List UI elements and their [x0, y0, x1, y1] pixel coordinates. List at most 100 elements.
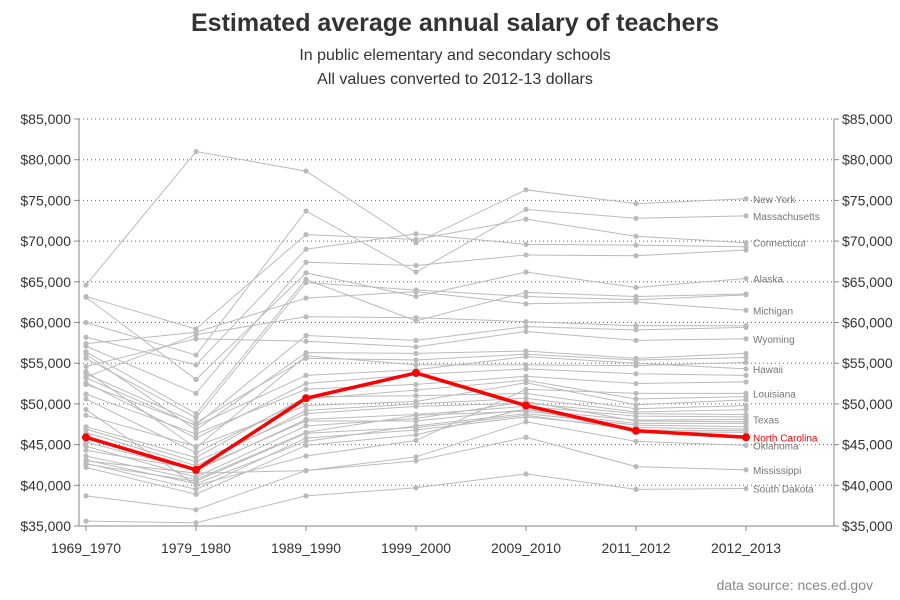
- series-point: [413, 344, 419, 350]
- series-end-label: Oklahoma: [753, 441, 799, 452]
- series-point: [83, 282, 89, 288]
- series-point: [83, 363, 89, 370]
- x-tick-label: 1999_2000: [381, 540, 451, 556]
- series-point: [303, 430, 309, 436]
- series-point: [743, 397, 749, 403]
- y-tick-label-right: $55,000: [842, 355, 893, 371]
- series-point: [633, 337, 639, 344]
- series-end-label: Texas: [753, 415, 779, 426]
- series-point: [523, 471, 529, 477]
- series-point: [633, 413, 639, 419]
- series-point: [83, 518, 89, 524]
- series-point: [523, 328, 529, 335]
- y-tick-label-right: $65,000: [842, 274, 893, 290]
- series-point: [193, 352, 199, 358]
- series-point: [523, 362, 529, 368]
- series-point: [743, 247, 749, 253]
- series-end-label: Wyoming: [753, 335, 795, 346]
- chart-subtitle-line-2: All values converted to 2012-13 dollars: [317, 71, 593, 88]
- series-point: [303, 280, 309, 286]
- series-point: [303, 246, 309, 252]
- x-tick-label: 1969_1970: [51, 540, 121, 556]
- y-tick-label-right: $60,000: [842, 315, 893, 331]
- series-point: [303, 386, 309, 392]
- y-tick-label-left: $85,000: [20, 111, 71, 127]
- series-point: [193, 336, 199, 342]
- x-tick-label: 1989_1990: [271, 540, 341, 556]
- chart-subtitle-line-1: In public elementary and secondary schoo…: [299, 47, 610, 64]
- series-point: [193, 376, 199, 383]
- series-point: [83, 391, 89, 397]
- series-point: [523, 434, 529, 440]
- series-point: [303, 468, 309, 474]
- series-point: [743, 485, 749, 492]
- series-point: [413, 357, 419, 363]
- y-tick-label-right: $85,000: [842, 111, 893, 127]
- series-point: [303, 231, 309, 238]
- series-point: [83, 493, 89, 499]
- series-point: [743, 467, 749, 473]
- series-point: [413, 381, 419, 387]
- highlight-point: [522, 401, 530, 410]
- series-point: [413, 262, 419, 269]
- y-tick-label-right: $45,000: [842, 437, 893, 453]
- series-point: [523, 412, 529, 418]
- series-point: [193, 435, 199, 441]
- series-point: [413, 432, 419, 438]
- series-point: [83, 458, 89, 464]
- series-point: [633, 215, 639, 221]
- series-point: [523, 390, 529, 396]
- series-end-label: Michigan: [753, 306, 793, 317]
- series-point: [193, 455, 199, 461]
- series-point: [413, 458, 419, 464]
- series-point: [523, 319, 529, 325]
- series-point: [523, 373, 529, 379]
- series-point: [193, 459, 199, 465]
- series-point: [743, 307, 749, 313]
- series-end-label: Connecticut: [753, 239, 806, 250]
- y-tick-label-left: $65,000: [20, 274, 71, 290]
- series-point: [83, 334, 89, 340]
- series-point: [303, 332, 309, 339]
- series-point: [743, 354, 749, 361]
- series-point: [523, 366, 529, 372]
- series-point: [83, 412, 89, 418]
- data-source-note: data source: nces.ed.gov: [717, 577, 873, 593]
- x-tick-label: 2009_2010: [491, 540, 561, 556]
- series-point: [83, 453, 89, 459]
- series-point: [303, 295, 309, 301]
- series-point: [413, 403, 419, 409]
- highlight-point: [192, 465, 200, 474]
- series-point: [413, 393, 419, 399]
- x-tick-label: 1979_1980: [161, 540, 231, 556]
- highlight-series-label: North Carolina: [753, 433, 818, 444]
- series-point: [523, 386, 529, 392]
- y-tick-label-right: $80,000: [842, 152, 893, 168]
- series-point: [413, 437, 419, 444]
- series-point: [633, 486, 639, 492]
- series-point: [303, 442, 309, 449]
- series-point: [83, 319, 89, 326]
- series-point: [523, 206, 529, 212]
- series-point: [193, 411, 199, 417]
- series-end-label: Massachusetts: [753, 212, 820, 223]
- x-tick-label: 2011_2012: [601, 540, 670, 556]
- chart-title: Estimated average annual salary of teach…: [191, 9, 719, 37]
- series-point: [633, 463, 639, 470]
- series-point: [743, 275, 749, 282]
- series-point: [193, 390, 199, 396]
- y-tick-label-left: $80,000: [20, 152, 71, 168]
- series-point: [743, 213, 749, 219]
- series-point: [743, 402, 749, 409]
- series-point: [633, 233, 639, 239]
- series-point: [743, 366, 749, 372]
- series-point: [413, 387, 419, 393]
- series-point: [743, 336, 749, 342]
- series-point: [633, 396, 639, 402]
- series-point: [193, 443, 199, 449]
- series-point: [743, 324, 749, 330]
- series-point: [743, 350, 749, 357]
- series-point: [523, 293, 529, 300]
- y-tick-label-right: $70,000: [842, 233, 893, 249]
